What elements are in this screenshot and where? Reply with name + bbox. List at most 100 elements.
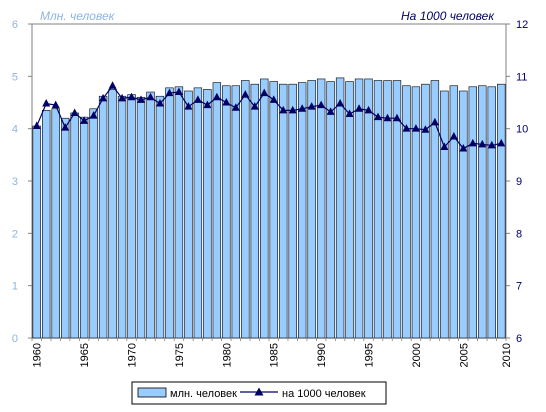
bar [440, 90, 449, 339]
bar [307, 80, 316, 339]
x-axis-tick-label: 1990 [316, 343, 328, 367]
bar [468, 86, 477, 339]
right-axis-tick-label: 11 [516, 71, 527, 83]
right-axis-tick-label: 10 [516, 124, 528, 136]
line-point [298, 104, 307, 112]
bar [260, 78, 269, 339]
right-axis-unit-label: На 1000 человек [401, 9, 495, 23]
bar [411, 86, 421, 339]
x-axis-tick-label: 1960 [32, 343, 44, 367]
left-axis-tick-label: 3 [12, 176, 18, 188]
bar [127, 94, 136, 339]
x-axis-tick-label: 1965 [79, 343, 91, 367]
line-point [222, 98, 231, 106]
bar [174, 86, 184, 339]
line-point [430, 117, 439, 126]
right-axis-tick-label: 9 [516, 176, 522, 188]
line-point [317, 100, 326, 109]
line-point [42, 99, 51, 107]
bars-series [32, 77, 506, 339]
line-point [411, 124, 420, 132]
left-axis: 0 1 2 3 4 5 6 [12, 19, 32, 345]
line-point [70, 108, 79, 116]
bar [354, 78, 364, 339]
line-point [336, 99, 345, 107]
x-axis-tick-label: 1970 [127, 343, 139, 367]
legend-bar-label: млн. человек [170, 388, 237, 400]
bar [193, 87, 203, 339]
line-point [497, 138, 506, 147]
bar [184, 90, 193, 339]
left-axis-unit-label: Млн. человек [40, 9, 116, 23]
bar [421, 83, 430, 339]
bar [279, 83, 288, 339]
bar [392, 80, 402, 339]
bar [51, 108, 60, 339]
line-point [89, 111, 98, 119]
bar [108, 89, 117, 339]
bar [165, 87, 174, 339]
bar [487, 86, 496, 339]
right-axis-tick-label: 8 [516, 228, 522, 240]
line-point [32, 121, 41, 130]
bar [402, 85, 411, 339]
line-point [165, 88, 174, 97]
x-axis-tick-label: 1995 [364, 343, 376, 367]
legend-bar-swatch [137, 387, 167, 398]
line-point [137, 95, 146, 103]
bar [335, 77, 345, 339]
line-point [345, 109, 354, 118]
legend-line-label: на 1000 человек [282, 388, 366, 400]
line-point [449, 132, 458, 140]
line-point [260, 88, 269, 97]
bar [136, 96, 146, 339]
line-series [32, 81, 506, 152]
line-point [250, 102, 259, 110]
bar [430, 80, 440, 339]
line-point [241, 90, 250, 98]
line-point [374, 112, 383, 121]
line-point [127, 92, 136, 101]
bar [269, 81, 278, 339]
line-point [459, 144, 468, 152]
line-point [288, 105, 297, 114]
left-axis-tick-label: 5 [12, 71, 18, 83]
bar [146, 91, 155, 339]
bar [117, 95, 127, 339]
line-point [478, 139, 487, 148]
bar [231, 85, 240, 339]
line-point [146, 92, 155, 101]
bar [42, 110, 51, 339]
x-axis: 1960 1965 1970 1975 1980 1985 1990 1995 2000 2005… [31, 338, 513, 367]
bar [288, 83, 297, 339]
bar [364, 78, 373, 339]
line-point [184, 102, 193, 110]
line-point [231, 103, 240, 111]
bar [241, 80, 250, 339]
line-point [440, 142, 449, 150]
left-axis-tick-label: 2 [12, 228, 18, 240]
left-axis-tick-label: 0 [12, 333, 18, 345]
line-point [155, 99, 164, 107]
bar [497, 83, 506, 339]
x-axis-tick-label: 1985 [269, 343, 281, 367]
line-point [51, 100, 60, 109]
bar [60, 117, 70, 339]
bar [297, 82, 307, 339]
bar [383, 80, 392, 339]
line-point [174, 87, 183, 96]
line-point [392, 113, 401, 122]
right-axis-tick-label: 12 [516, 19, 528, 31]
line-point [203, 100, 212, 109]
x-axis-tick-label: 1975 [174, 343, 186, 367]
right-axis-tick-label: 7 [516, 281, 522, 293]
line-point [383, 113, 392, 122]
line-point [212, 92, 221, 101]
bar [203, 89, 212, 339]
line-point [193, 95, 202, 103]
bar [98, 95, 108, 339]
bar [478, 85, 487, 339]
line-point [99, 93, 108, 102]
line-point [61, 123, 70, 131]
bar [250, 83, 259, 339]
